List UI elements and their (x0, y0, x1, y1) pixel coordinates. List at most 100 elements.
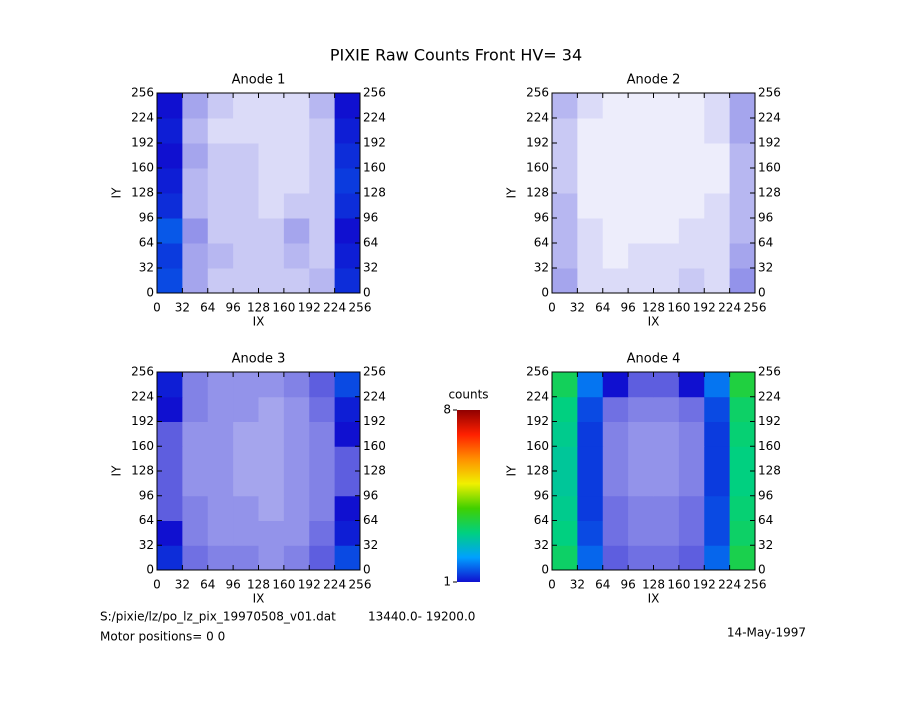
heat-cell (157, 471, 183, 497)
heat-cell (602, 396, 629, 422)
y-axis-label: IY (110, 465, 124, 477)
heat-cell (233, 143, 259, 169)
x-tick-label: 160 (272, 301, 295, 315)
x-tick-label: 128 (247, 301, 270, 315)
y-tick-label: 192 (526, 136, 549, 150)
heat-cell (653, 218, 680, 244)
heat-cell (157, 168, 183, 194)
y-tick-label: 64 (363, 236, 378, 250)
heat-cell (577, 446, 604, 472)
heat-cell (577, 218, 604, 244)
y-tick-label: 160 (758, 161, 781, 175)
heat-cell (309, 93, 336, 119)
x-tick-label: 160 (667, 578, 690, 592)
x-tick-label: 0 (548, 578, 556, 592)
y-tick-label: 224 (758, 111, 781, 125)
heat-cell (602, 446, 629, 472)
heat-cell (628, 372, 654, 398)
heat-cell (283, 93, 310, 119)
heat-cell (729, 143, 756, 169)
heat-cell (309, 143, 336, 169)
heat-cell (258, 118, 285, 144)
heat-cell (233, 520, 259, 546)
heat-cell (704, 471, 731, 497)
y-tick-label: 224 (131, 389, 154, 403)
heat-cell (334, 93, 361, 119)
x-axis-label: IX (648, 315, 660, 329)
heat-cell (628, 446, 654, 472)
heat-cell (258, 471, 285, 497)
y-tick-label: 96 (758, 211, 773, 225)
heat-cell (182, 193, 209, 219)
heat-cell (207, 520, 234, 546)
y-tick-label: 256 (758, 365, 781, 379)
heat-cell (704, 143, 731, 169)
heat-cell (182, 243, 209, 269)
y-tick-label: 0 (758, 286, 766, 300)
x-tick-label: 224 (323, 578, 346, 592)
heat-cell (233, 421, 259, 447)
heat-cell (258, 520, 285, 546)
heat-cell (653, 372, 680, 398)
heat-cell (577, 168, 604, 194)
heat-cell (309, 372, 336, 398)
y-tick-label: 64 (139, 236, 154, 250)
y-tick-label: 32 (363, 261, 378, 275)
heat-cell (283, 143, 310, 169)
heat-cell (309, 218, 336, 244)
heat-cell (577, 495, 604, 521)
heat-cell (678, 168, 705, 194)
y-tick-label: 0 (363, 286, 371, 300)
heat-cell (283, 471, 310, 497)
heat-cell (552, 193, 578, 219)
heat-cell (602, 268, 629, 294)
heat-cell (258, 268, 285, 294)
y-tick-label: 96 (363, 488, 378, 502)
heat-cell (157, 421, 183, 447)
heat-cell (552, 243, 578, 269)
y-tick-label: 256 (131, 86, 154, 100)
y-tick-label: 96 (363, 211, 378, 225)
y-tick-label: 128 (131, 464, 154, 478)
x-tick-label: 64 (200, 301, 215, 315)
y-tick-label: 32 (758, 261, 773, 275)
heat-cell (334, 118, 361, 144)
heat-cell (157, 372, 183, 398)
heat-cell (729, 268, 756, 294)
heat-cell (729, 495, 756, 521)
y-tick-label: 32 (534, 261, 549, 275)
y-tick-label: 96 (139, 211, 154, 225)
heat-cell (258, 218, 285, 244)
heat-cell (309, 495, 336, 521)
y-tick-label: 192 (131, 414, 154, 428)
heat-cell (334, 268, 361, 294)
x-tick-label: 64 (595, 578, 610, 592)
heat-cell (653, 193, 680, 219)
x-axis-label: IX (253, 592, 265, 606)
heat-cell (233, 118, 259, 144)
heat-cell (653, 495, 680, 521)
x-tick-label: 256 (349, 301, 372, 315)
heat-cell (552, 520, 578, 546)
heat-cell (309, 168, 336, 194)
heat-cell (577, 268, 604, 294)
heat-cell (157, 520, 183, 546)
y-tick-label: 128 (526, 186, 549, 200)
heat-cell (602, 520, 629, 546)
heat-cell (233, 446, 259, 472)
x-tick-label: 96 (225, 301, 240, 315)
heat-cell (233, 93, 259, 119)
heat-cell (602, 143, 629, 169)
y-tick-label: 192 (363, 414, 386, 428)
heat-cell (552, 396, 578, 422)
heat-cell (678, 495, 705, 521)
heat-cell (334, 193, 361, 219)
y-tick-label: 128 (758, 186, 781, 200)
heat-cell (258, 545, 285, 571)
heat-cell (552, 421, 578, 447)
heat-cell (157, 396, 183, 422)
heat-cell (628, 243, 654, 269)
heat-cell (157, 193, 183, 219)
heat-cell (182, 520, 209, 546)
heat-cell (653, 268, 680, 294)
